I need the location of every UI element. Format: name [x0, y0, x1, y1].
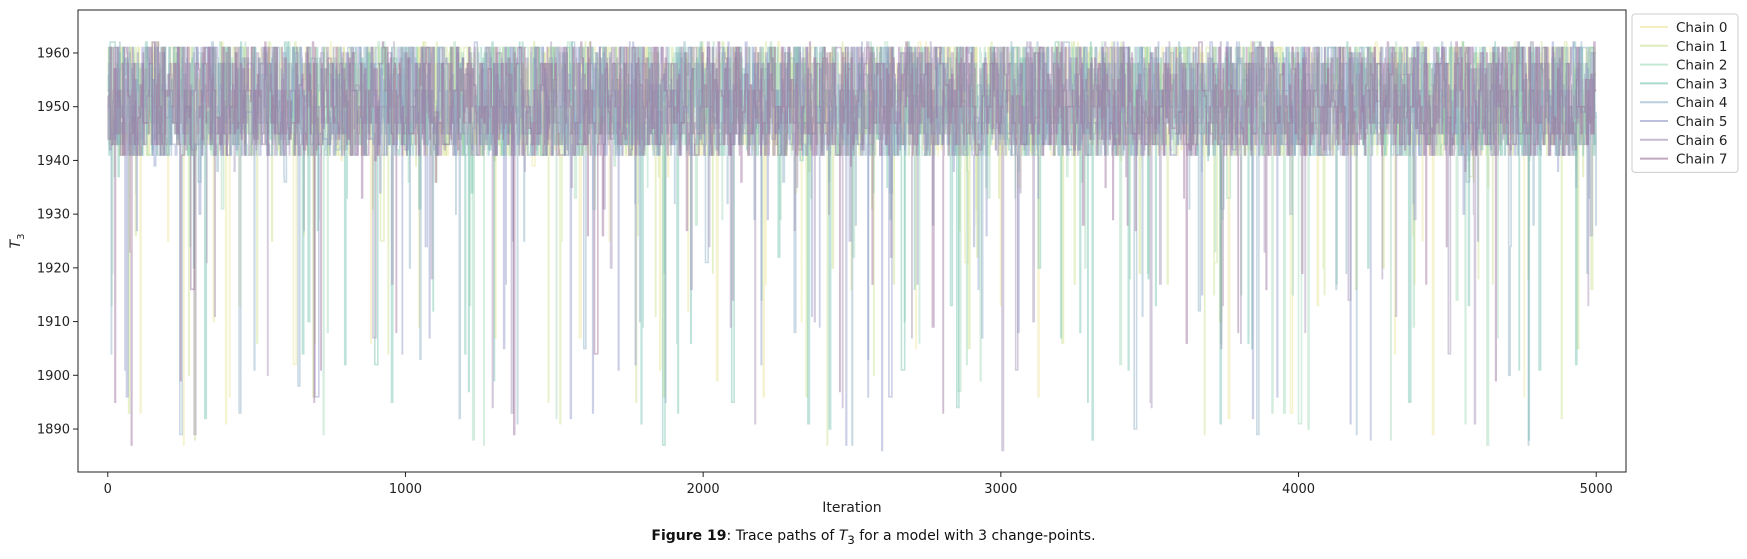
y-tick-label: 1890: [37, 423, 70, 438]
trace-series-group: [107, 41, 1597, 452]
x-tick-label: 0: [104, 482, 112, 497]
legend-label-5: Chain 5: [1676, 114, 1727, 130]
y-tick-label: 1920: [37, 261, 70, 276]
trace-chain-6: [107, 41, 1597, 452]
caption-prefix: : Trace paths of: [726, 528, 839, 544]
legend: Chain 0 Chain 1 Chain 2 Chain 3 Chain 4 Chain…: [1631, 13, 1739, 173]
x-axis: 0 1000 2000 3000 4000 5000: [104, 472, 1613, 497]
plot-frame: [77, 9, 1627, 473]
trace-plot: 0 1000 2000 3000 4000 5000 1890 1900 1910 1920 19…: [8, 9, 1739, 516]
y-tick-label: 1900: [37, 369, 70, 384]
trace-chain-5: [107, 41, 1597, 452]
legend-label-1: Chain 1: [1676, 39, 1727, 55]
trace-chain-3: [107, 41, 1597, 446]
legend-label-3: Chain 3: [1676, 76, 1727, 92]
legend-label-7: Chain 7: [1676, 152, 1727, 168]
x-tick-label: 2000: [687, 482, 720, 497]
legend-box: [1631, 13, 1739, 173]
figure-caption: Figure 19: Trace paths of T3 for a model…: [0, 528, 1747, 547]
y-tick-label: 1940: [37, 154, 70, 169]
y-axis: 1890 1900 1910 1920 1930 1940 1950 1960: [37, 46, 78, 438]
trace-chain-1: [107, 41, 1597, 446]
caption-symbol: T: [838, 528, 848, 544]
legend-label-6: Chain 6: [1676, 133, 1727, 149]
figure-label: Figure 19: [651, 528, 727, 544]
trace-chain-0: [107, 41, 1597, 446]
trace-chain-7: [107, 41, 1597, 446]
x-axis-label: Iteration: [822, 500, 881, 516]
y-tick-label: 1950: [37, 100, 70, 115]
y-tick-label: 1960: [37, 46, 70, 61]
legend-label-2: Chain 2: [1676, 58, 1727, 74]
x-tick-label: 3000: [984, 482, 1017, 497]
legend-label-4: Chain 4: [1676, 95, 1727, 111]
y-axis-label: T3: [8, 234, 27, 249]
x-tick-label: 1000: [389, 482, 422, 497]
legend-label-0: Chain 0: [1676, 20, 1727, 36]
x-tick-label: 4000: [1282, 482, 1315, 497]
y-tick-label: 1930: [37, 208, 70, 223]
trace-chain-4: [107, 41, 1597, 446]
y-tick-label: 1910: [37, 315, 70, 330]
plot-background: [78, 10, 1626, 472]
caption-subscript: 3: [847, 532, 855, 547]
caption-suffix: for a model with 3 change-points.: [854, 528, 1096, 544]
x-tick-label: 5000: [1580, 482, 1613, 497]
trace-chain-2: [107, 41, 1597, 446]
